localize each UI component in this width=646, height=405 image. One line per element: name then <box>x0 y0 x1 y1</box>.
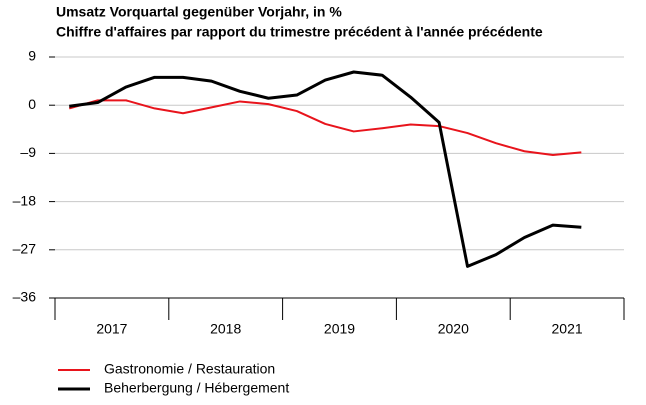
x-tick-label: 2020 <box>438 321 469 337</box>
x-tick-label: 2017 <box>96 321 127 337</box>
legend-label: Gastronomie / Restauration <box>104 361 275 377</box>
y-tick-label: –9 <box>20 144 36 160</box>
x-tick-label: 2019 <box>324 321 355 337</box>
y-tick-label: –18 <box>13 192 37 208</box>
y-tick-label: –27 <box>13 241 37 257</box>
x-tick-label: 2018 <box>210 321 241 337</box>
chart-title: Umsatz Vorquartal gegenüber Vorjahr, in … <box>56 4 342 20</box>
y-tick-label: –36 <box>13 289 37 305</box>
legend-label: Beherbergung / Hébergement <box>104 380 289 396</box>
series-line <box>69 70 582 268</box>
x-tick-label: 2021 <box>552 321 583 337</box>
chart-subtitle: Chiffre d'affaires par rapport du trimes… <box>56 24 543 40</box>
y-tick-label: 9 <box>28 48 36 64</box>
series-line <box>68 99 582 157</box>
y-tick-label: 0 <box>28 96 36 112</box>
